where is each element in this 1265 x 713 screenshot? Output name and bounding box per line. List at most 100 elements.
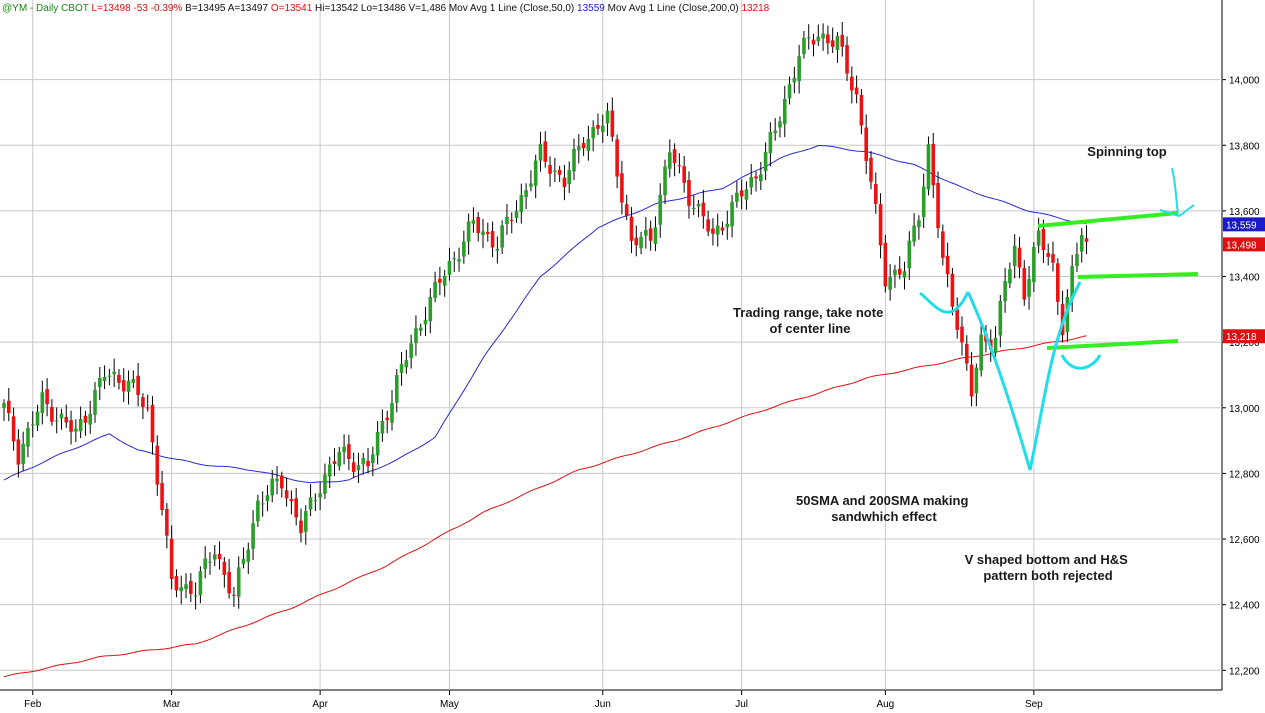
candle-body: [136, 375, 140, 396]
price-tag-label: 13,218: [1226, 332, 1257, 343]
candle-body: [505, 216, 509, 225]
x-tick-label: May: [440, 699, 459, 710]
candle-body: [811, 39, 816, 45]
header-last: L=13498: [91, 3, 131, 14]
candle-body: [78, 419, 83, 432]
candle-body: [313, 500, 318, 502]
candle-body: [993, 337, 998, 353]
hs-left-shoulder-mark: [919, 291, 970, 314]
candle-body: [912, 225, 916, 242]
y-tick-label: 14,000: [1229, 76, 1260, 87]
candle-body: [720, 227, 725, 231]
x-tick-label: Feb: [24, 699, 42, 710]
candle-body: [318, 493, 322, 498]
candle-body: [366, 460, 370, 467]
candle-body: [490, 231, 495, 248]
range-top-line: [1037, 211, 1179, 228]
candle-body: [303, 511, 308, 532]
hs-right-shoulder-mark: [1060, 354, 1102, 370]
candle-body: [701, 202, 706, 217]
header-change-pct: -0.39%: [151, 3, 183, 14]
candle-body: [390, 403, 394, 423]
candle-body: [744, 189, 749, 200]
candle-body: [979, 334, 983, 371]
candle-body: [462, 241, 466, 257]
candle-body: [193, 595, 198, 597]
candle-body: [1046, 253, 1051, 257]
v-bottom-line2: pattern both rejected: [983, 568, 1112, 583]
candle-body: [634, 237, 639, 246]
candle-body: [174, 576, 179, 591]
candle-body: [509, 220, 514, 222]
candle-body: [438, 278, 442, 283]
candle-body: [361, 457, 366, 465]
candle-body: [864, 127, 868, 162]
candle-body: [936, 183, 940, 229]
candle-body: [399, 364, 404, 373]
candle-body: [945, 255, 950, 275]
candle-body: [131, 379, 136, 383]
candle-body: [294, 498, 298, 518]
price-tags: 13,559 13,498 13,218: [1223, 217, 1265, 344]
candle-body: [648, 228, 653, 241]
candle-body: [280, 475, 284, 489]
candle-body: [98, 377, 102, 387]
header-volume: V=1,486: [408, 3, 446, 14]
annotation-overlay: [919, 167, 1199, 471]
candle-body: [543, 141, 548, 162]
candle-body: [198, 571, 203, 596]
y-tick-label: 13,400: [1229, 273, 1260, 284]
candle-body: [1008, 269, 1012, 284]
candle-body: [955, 309, 960, 330]
candle-body: [768, 131, 773, 154]
candle-body: [246, 549, 251, 562]
candle-body: [414, 328, 418, 344]
candle-body: [586, 138, 591, 151]
candle-body: [265, 495, 270, 501]
candle-body: [897, 268, 902, 275]
candle-body: [500, 225, 504, 248]
candle-body: [797, 56, 801, 82]
candle-body: [485, 232, 490, 234]
candle-body: [1022, 268, 1027, 300]
candle-body: [442, 275, 447, 286]
candle-body: [179, 587, 184, 592]
candle-body: [471, 220, 476, 224]
candle-body: [1065, 296, 1070, 332]
candle-body: [2, 403, 6, 408]
candle-body: [840, 34, 845, 47]
candle-body: [682, 166, 686, 183]
candle-body: [581, 143, 586, 149]
candle-body: [121, 380, 126, 392]
candle-body: [706, 219, 710, 232]
candle-body: [45, 389, 49, 405]
candle-body: [687, 180, 691, 206]
y-tick-label: 13,200: [1229, 338, 1260, 349]
header-exchange: CBOT: [61, 3, 89, 14]
candle-body: [524, 190, 528, 198]
candle-body: [59, 413, 64, 419]
candle-body: [553, 170, 557, 172]
candle-body: [600, 125, 605, 133]
candle-body: [222, 561, 227, 575]
candle-body: [284, 490, 289, 499]
header-ma200-label: Mov Avg 1 Line (Close,200,0): [608, 3, 739, 14]
candle-body: [850, 76, 854, 91]
y-tick-label: 13,800: [1229, 141, 1260, 152]
candle-body: [931, 143, 936, 186]
candle-body: [217, 553, 222, 560]
candle-body: [155, 445, 160, 485]
candle-body: [189, 580, 193, 594]
candle-body: [107, 375, 112, 377]
candle-body: [730, 201, 734, 227]
candle-body: [227, 571, 231, 594]
candle-body: [476, 216, 481, 234]
range-bottom-line: [1046, 339, 1179, 350]
chart-header: @YM - Daily CBOT L=13498 -53 -0.39% B=13…: [2, 3, 770, 14]
candle-body: [409, 343, 413, 358]
price-tag-box: [1223, 217, 1265, 232]
candle-body: [356, 465, 361, 471]
candle-body: [6, 400, 11, 414]
candle-body: [830, 40, 835, 47]
